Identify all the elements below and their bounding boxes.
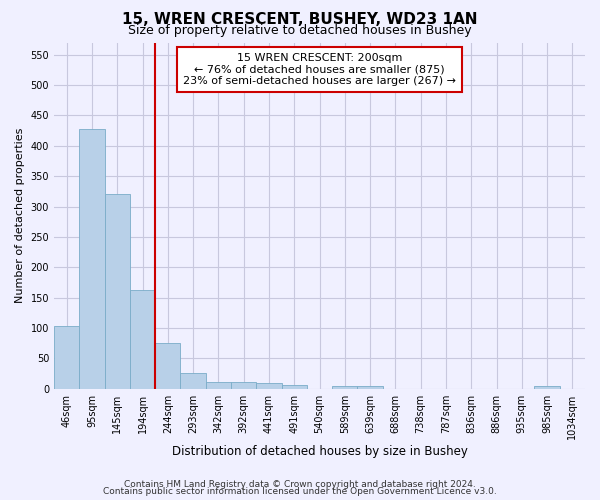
Bar (54, 326, 79, 389)
Bar (281, 385, 307, 389)
Text: 15, WREN CRESCENT, BUSHEY, WD23 1AN: 15, WREN CRESCENT, BUSHEY, WD23 1AN (122, 12, 478, 28)
Bar (79, 130, 104, 389)
Bar (130, 290, 155, 389)
Text: Contains public sector information licensed under the Open Government Licence v3: Contains public sector information licen… (103, 488, 497, 496)
Bar (231, 382, 256, 389)
Text: Size of property relative to detached houses in Bushey: Size of property relative to detached ho… (128, 24, 472, 37)
Bar (181, 373, 206, 389)
Bar (104, 194, 130, 389)
Text: 15 WREN CRESCENT: 200sqm
← 76% of detached houses are smaller (875)
23% of semi-: 15 WREN CRESCENT: 200sqm ← 76% of detach… (183, 53, 456, 86)
Bar (206, 382, 231, 389)
X-axis label: Distribution of detached houses by size in Bushey: Distribution of detached houses by size … (172, 444, 467, 458)
Bar (155, 344, 181, 389)
Y-axis label: Number of detached properties: Number of detached properties (15, 128, 25, 304)
Bar (332, 386, 358, 389)
Bar (256, 383, 281, 389)
Text: Contains HM Land Registry data © Crown copyright and database right 2024.: Contains HM Land Registry data © Crown c… (124, 480, 476, 489)
Bar (358, 386, 383, 389)
Bar (535, 386, 560, 389)
